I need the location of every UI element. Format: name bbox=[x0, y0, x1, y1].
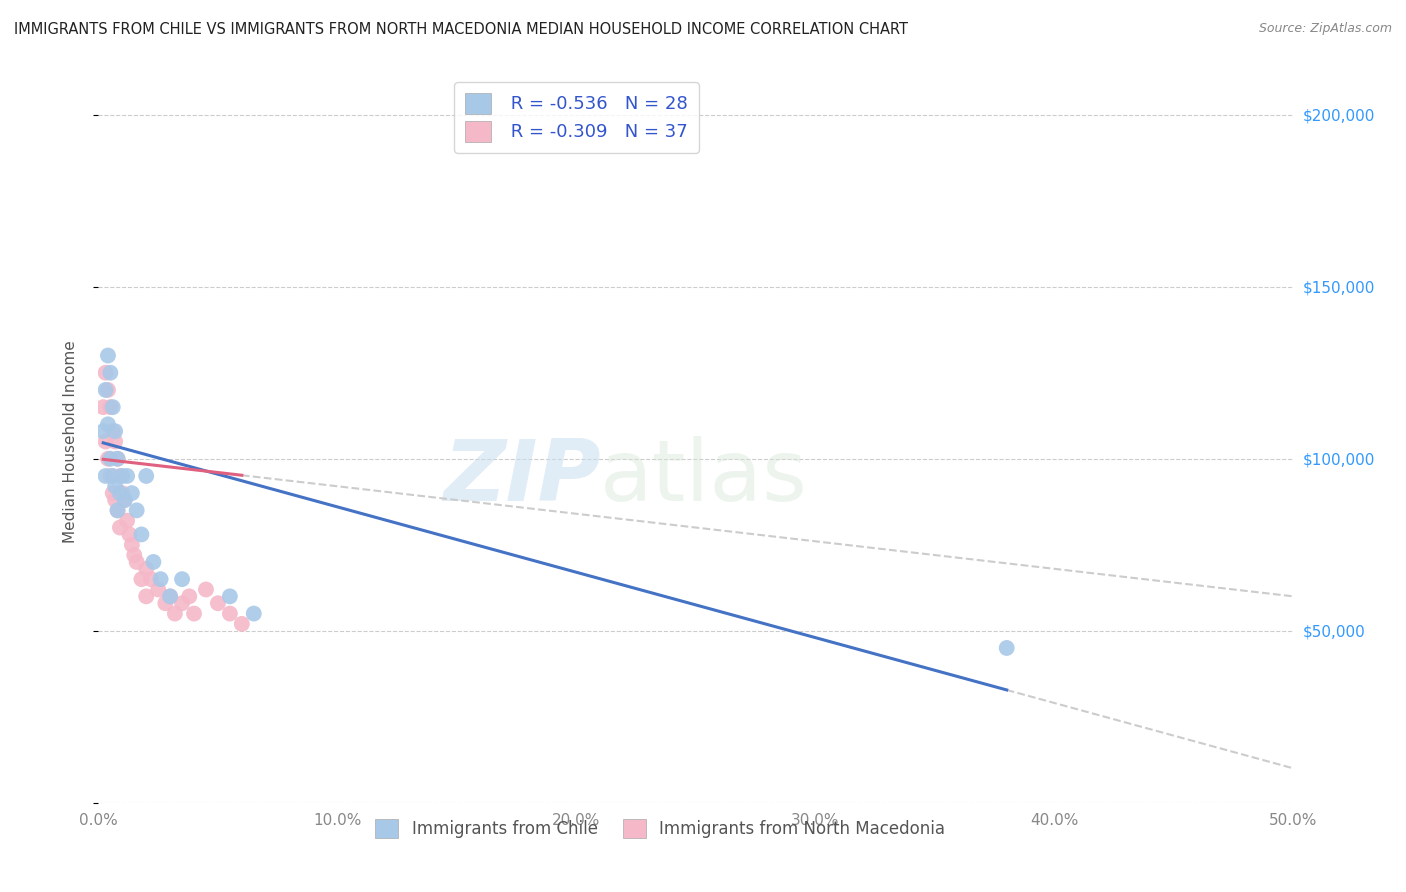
Point bbox=[107, 451, 129, 466]
Point bbox=[94, 434, 117, 449]
Legend: Immigrants from Chile, Immigrants from North Macedonia: Immigrants from Chile, Immigrants from N… bbox=[368, 813, 952, 845]
Point bbox=[995, 640, 1018, 655]
Point bbox=[97, 417, 120, 432]
Point bbox=[131, 527, 153, 541]
Text: ZIP: ZIP bbox=[443, 436, 600, 519]
Point bbox=[104, 424, 127, 438]
Point bbox=[207, 596, 229, 610]
Point bbox=[107, 503, 129, 517]
Point bbox=[91, 424, 114, 438]
Point bbox=[219, 607, 242, 621]
Point bbox=[121, 538, 143, 552]
Text: atlas: atlas bbox=[600, 436, 808, 519]
Point bbox=[149, 572, 172, 586]
Point bbox=[108, 486, 131, 500]
Point bbox=[115, 469, 138, 483]
Point bbox=[231, 616, 253, 631]
Point bbox=[108, 520, 131, 534]
Point bbox=[121, 486, 143, 500]
Point bbox=[98, 469, 122, 483]
Point bbox=[111, 486, 134, 500]
Point bbox=[179, 590, 201, 604]
Point bbox=[91, 400, 114, 414]
Point bbox=[104, 479, 127, 493]
Point bbox=[101, 486, 124, 500]
Point bbox=[97, 349, 120, 363]
Point bbox=[104, 434, 127, 449]
Point bbox=[111, 469, 134, 483]
Point bbox=[159, 590, 181, 604]
Point bbox=[142, 555, 165, 569]
Point bbox=[172, 596, 194, 610]
Point bbox=[101, 469, 124, 483]
Point bbox=[243, 607, 266, 621]
Point bbox=[159, 590, 181, 604]
Point bbox=[148, 582, 170, 597]
Point bbox=[108, 469, 131, 483]
Point bbox=[114, 493, 136, 508]
Point bbox=[107, 451, 129, 466]
Point bbox=[104, 493, 127, 508]
Point bbox=[135, 562, 157, 576]
Text: IMMIGRANTS FROM CHILE VS IMMIGRANTS FROM NORTH MACEDONIA MEDIAN HOUSEHOLD INCOME: IMMIGRANTS FROM CHILE VS IMMIGRANTS FROM… bbox=[14, 22, 908, 37]
Point bbox=[135, 590, 157, 604]
Point bbox=[183, 607, 205, 621]
Point bbox=[115, 514, 138, 528]
Point bbox=[125, 555, 148, 569]
Point bbox=[135, 469, 157, 483]
Point bbox=[125, 503, 148, 517]
Point bbox=[219, 590, 242, 604]
Point bbox=[94, 469, 117, 483]
Point bbox=[107, 503, 129, 517]
Point bbox=[97, 383, 120, 397]
Point bbox=[94, 366, 117, 380]
Point bbox=[118, 527, 141, 541]
Point bbox=[101, 400, 124, 414]
Point bbox=[124, 548, 146, 562]
Point bbox=[163, 607, 186, 621]
Point bbox=[155, 596, 177, 610]
Point bbox=[195, 582, 218, 597]
Point bbox=[139, 572, 162, 586]
Point bbox=[98, 451, 122, 466]
Point bbox=[101, 424, 124, 438]
Point bbox=[114, 493, 136, 508]
Y-axis label: Median Household Income: Median Household Income bbox=[63, 340, 77, 543]
Point bbox=[131, 572, 153, 586]
Point bbox=[172, 572, 194, 586]
Point bbox=[94, 383, 117, 397]
Text: Source: ZipAtlas.com: Source: ZipAtlas.com bbox=[1258, 22, 1392, 36]
Point bbox=[98, 400, 122, 414]
Point bbox=[98, 366, 122, 380]
Point bbox=[97, 451, 120, 466]
